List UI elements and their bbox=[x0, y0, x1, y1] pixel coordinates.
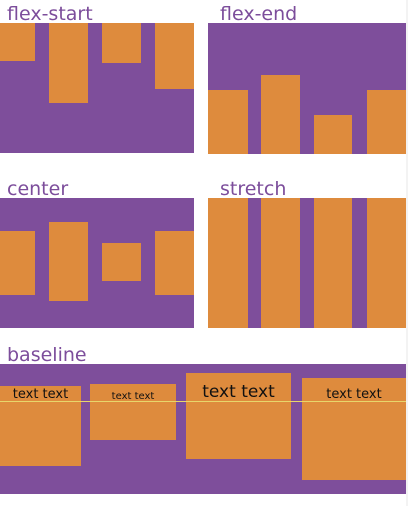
center-container bbox=[0, 198, 194, 328]
stretch-title: stretch bbox=[220, 178, 287, 200]
baseline-item-2-text: text text bbox=[111, 391, 155, 402]
baseline-item-1-text: text text bbox=[12, 387, 69, 402]
flex-start-title: flex-start bbox=[7, 3, 93, 25]
stretch-item-4 bbox=[367, 198, 406, 328]
center-item-1 bbox=[0, 231, 35, 295]
page-edge bbox=[406, 0, 408, 506]
center-title: center bbox=[7, 178, 69, 200]
baseline-guide-line bbox=[0, 401, 406, 402]
flex-start-item-4 bbox=[155, 23, 194, 89]
baseline-title: baseline bbox=[7, 344, 87, 366]
flex-start-container bbox=[0, 23, 194, 153]
baseline-item-4: text text bbox=[302, 378, 406, 480]
center-item-4 bbox=[155, 231, 194, 295]
flex-start-item-3 bbox=[102, 23, 141, 63]
stretch-item-1 bbox=[208, 198, 248, 328]
center-item-2 bbox=[49, 222, 88, 301]
baseline-item-3: text text bbox=[186, 373, 291, 459]
baseline-item-2: text text bbox=[90, 384, 176, 440]
baseline-item-3-text: text text bbox=[202, 382, 275, 402]
stretch-item-2 bbox=[261, 198, 300, 328]
flex-end-item-2 bbox=[261, 75, 300, 154]
center-item-3 bbox=[102, 243, 141, 281]
flex-end-title: flex-end bbox=[220, 3, 298, 25]
flex-end-container bbox=[208, 23, 406, 154]
flex-end-item-3 bbox=[314, 115, 352, 154]
stretch-container bbox=[208, 198, 406, 328]
flex-end-item-1 bbox=[208, 90, 248, 154]
flex-start-item-1 bbox=[0, 23, 35, 61]
flex-start-item-2 bbox=[49, 23, 88, 103]
stretch-item-3 bbox=[314, 198, 352, 328]
baseline-item-1: text text bbox=[0, 386, 81, 466]
baseline-item-4-text: text text bbox=[326, 387, 382, 402]
flex-end-item-4 bbox=[367, 90, 406, 154]
baseline-container: text text text text text text text text bbox=[0, 364, 406, 494]
